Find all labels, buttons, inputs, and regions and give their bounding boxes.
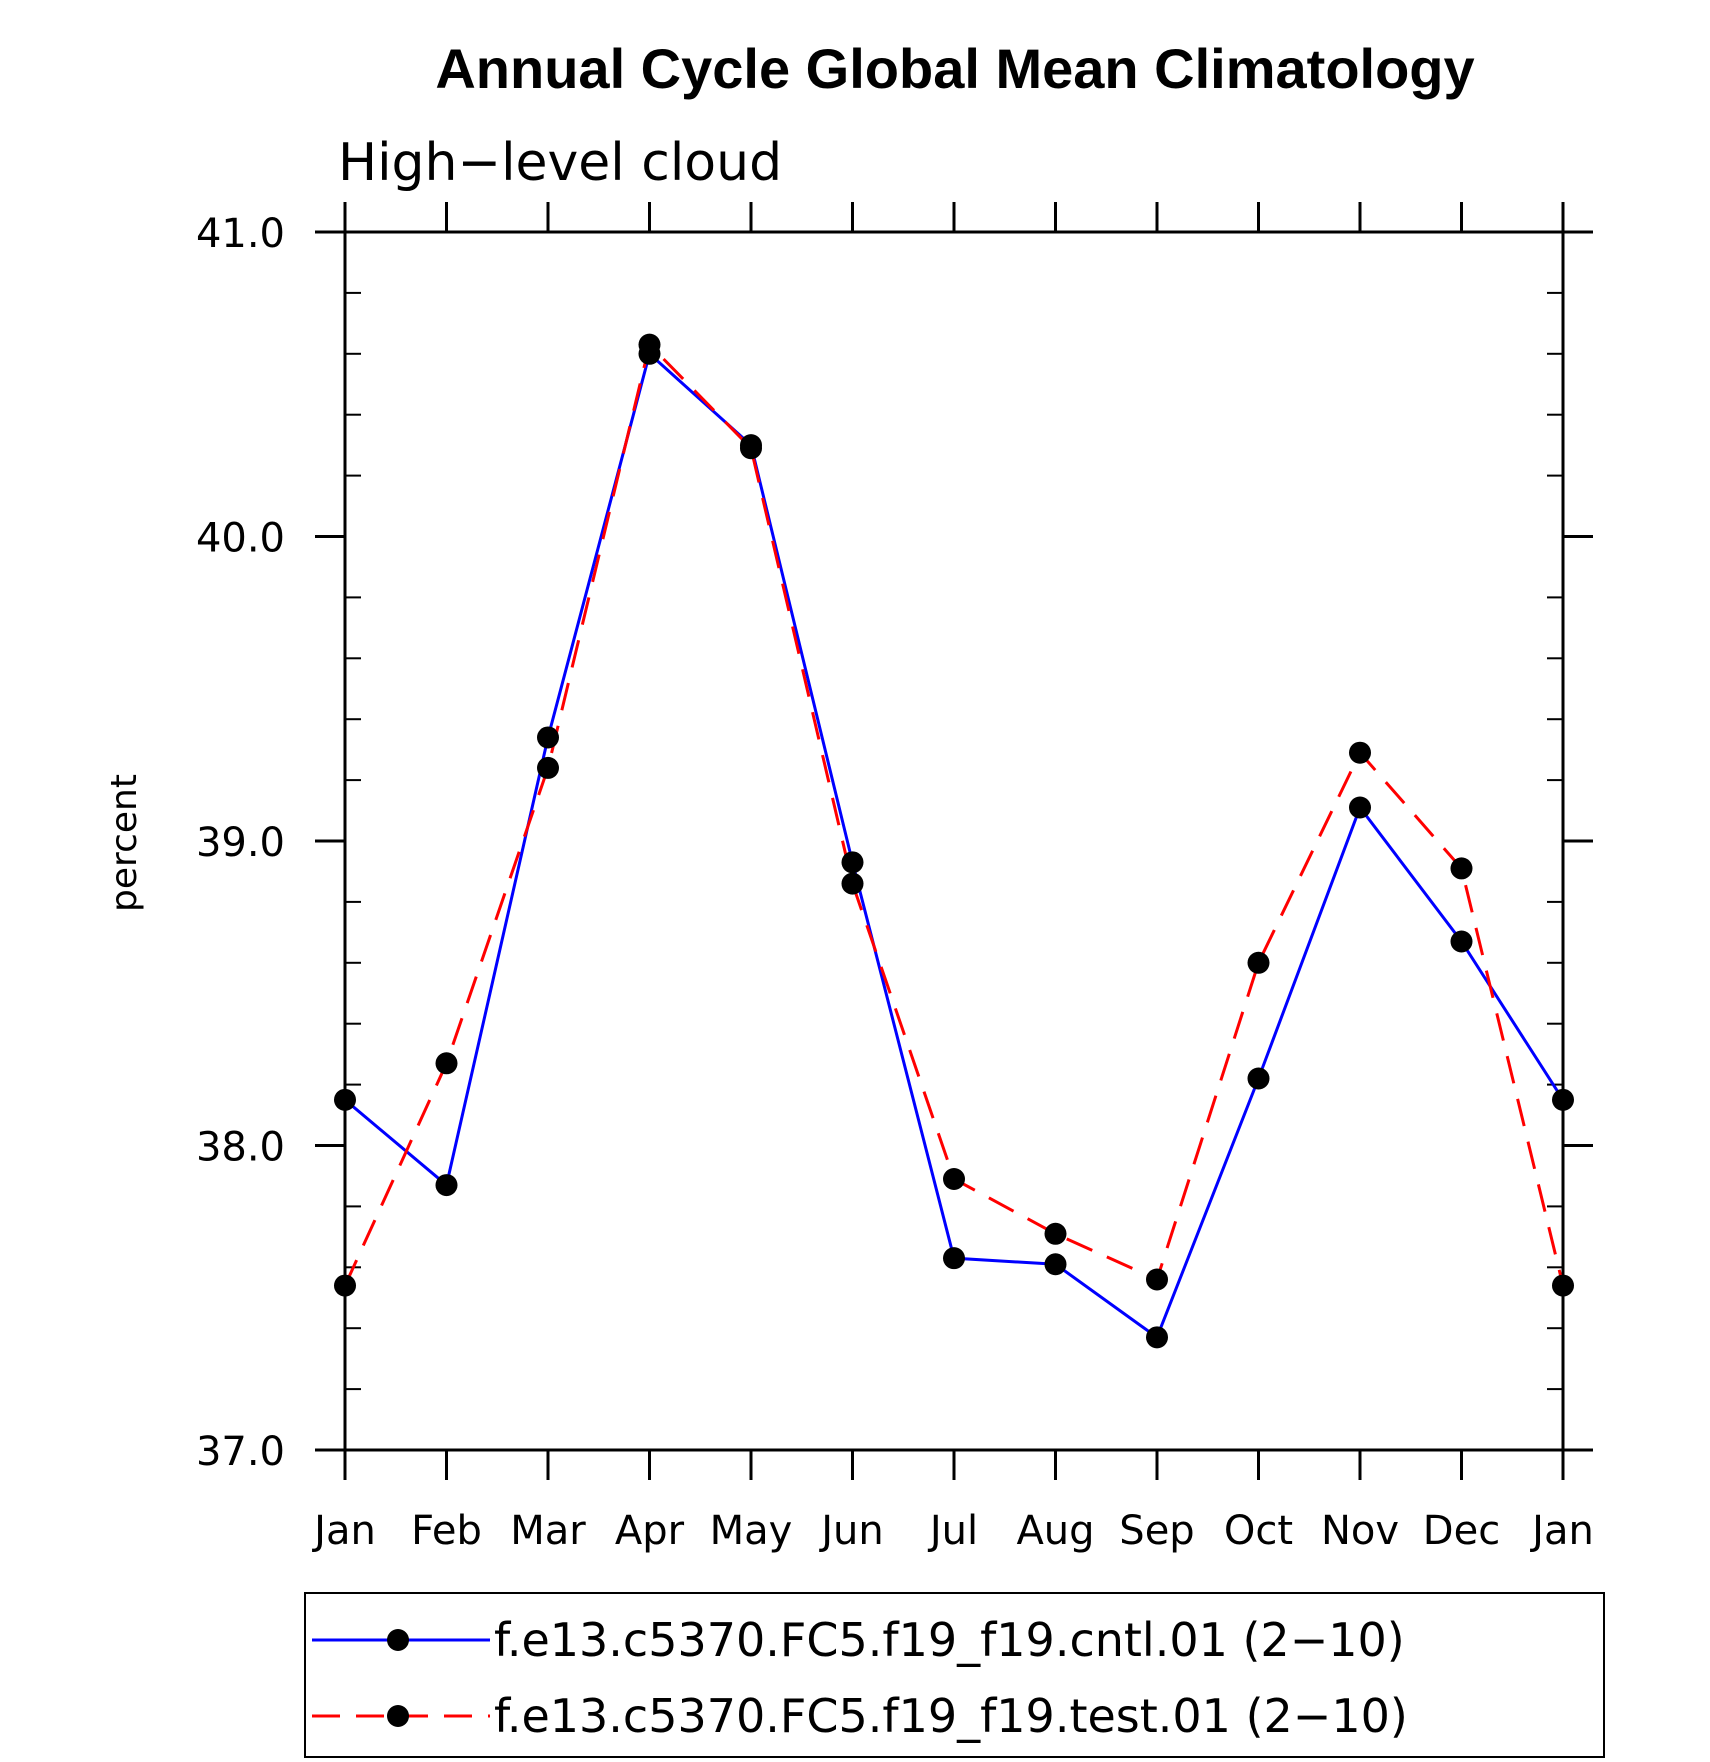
data-point-series-2: [334, 1274, 356, 1297]
data-point-series-1: [1044, 1253, 1067, 1276]
axes: Jan Feb Mar Apr May Jun Jul Aug Sep Oct Nov Dec Jan 3…: [196, 202, 1594, 1554]
points-layer: [334, 333, 1574, 1349]
legend-marker-2: [387, 1705, 409, 1727]
legend-label-1: f.e13.c5370.FC5.f19_f19.cntl.01 (2−10): [494, 1613, 1405, 1667]
y-axis-label: percent: [104, 774, 145, 912]
data-point-series-1: [1349, 796, 1371, 819]
x-tick-label: Feb: [411, 1508, 482, 1554]
data-point-series-2: [435, 1052, 458, 1075]
data-point-series-2: [1450, 857, 1473, 880]
data-point-series-1: [1247, 1067, 1270, 1090]
data-point-series-2: [943, 1167, 965, 1190]
data-point-series-1: [1146, 1326, 1168, 1349]
data-point-series-2: [1247, 951, 1270, 974]
x-tick-label: Oct: [1224, 1508, 1293, 1554]
x-tick-label: Jan: [311, 1508, 376, 1554]
legend-label-2: f.e13.c5370.FC5.f19_f19.test.01 (2−10): [494, 1689, 1408, 1743]
data-point-series-1: [1552, 1088, 1574, 1111]
data-point-series-1: [435, 1174, 458, 1197]
x-tick-label: Sep: [1119, 1508, 1194, 1554]
x-tick-label: Nov: [1321, 1508, 1399, 1554]
x-tick-label: Jun: [818, 1508, 884, 1554]
y-tick-label: 37.0: [196, 1429, 285, 1475]
legend: f.e13.c5370.FC5.f19_f19.cntl.01 (2−10) f.…: [312, 1613, 1408, 1743]
data-point-series-2: [740, 437, 762, 460]
legend-box: [304, 1592, 1605, 1758]
data-point-series-1: [334, 1088, 356, 1111]
y-tick-label: 41.0: [196, 211, 285, 257]
y-tick-label: 39.0: [196, 820, 285, 866]
data-point-series-2: [638, 333, 661, 356]
y-tick-label: 40.0: [196, 516, 285, 562]
y-tick-label: 38.0: [196, 1125, 285, 1171]
chart-subtitle: High−level cloud: [338, 133, 782, 193]
x-tick-label: May: [710, 1508, 793, 1554]
chart-title: Annual Cycle Global Mean Climatology: [435, 37, 1474, 100]
data-point-series-2: [1349, 741, 1371, 764]
data-point-series-2: [841, 872, 864, 895]
data-point-series-2: [1146, 1268, 1168, 1291]
data-point-series-1: [537, 726, 559, 749]
x-tick-label: Mar: [510, 1508, 586, 1554]
series-line-2: [343, 341, 1565, 1287]
data-point-series-1: [841, 851, 864, 874]
x-tick-label: Dec: [1423, 1508, 1500, 1554]
data-point-series-2: [1044, 1222, 1067, 1245]
data-point-series-2: [537, 756, 559, 779]
data-point-series-1: [943, 1247, 965, 1270]
data-point-series-2: [1552, 1274, 1574, 1297]
x-tick-label: Jul: [927, 1508, 978, 1554]
data-point-series-1: [1450, 930, 1473, 953]
x-tick-label: Apr: [615, 1508, 685, 1554]
legend-marker-1: [387, 1629, 409, 1651]
x-tick-label: Aug: [1016, 1508, 1094, 1554]
x-tick-label: Jan: [1529, 1508, 1594, 1554]
